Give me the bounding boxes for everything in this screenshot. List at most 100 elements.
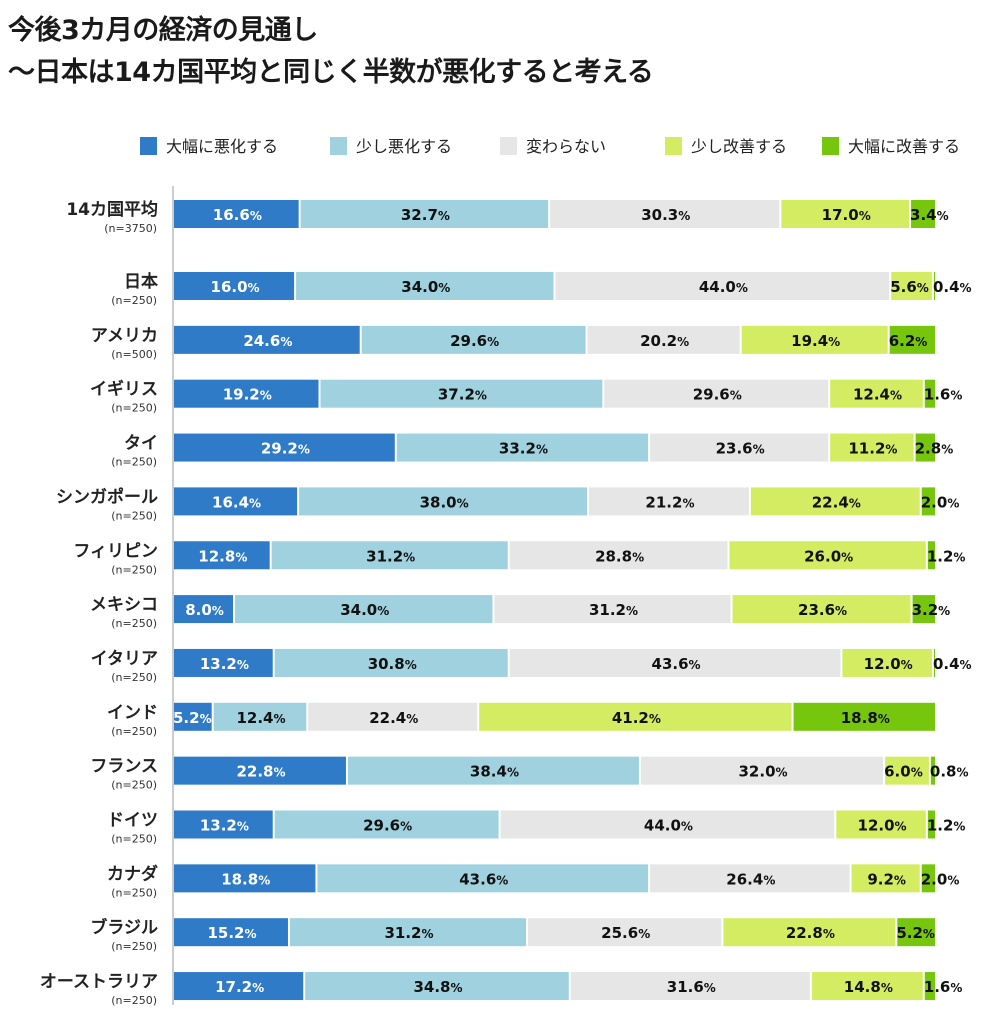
data-label: 29.6% [693,386,742,404]
bar-segment [299,487,588,516]
data-label: 20.2% [640,332,689,350]
data-label: 31.2% [589,601,638,619]
bar-segment [587,325,740,354]
bar-segment [174,648,273,677]
category-label: ブラジル [90,917,158,938]
data-label: 13.2% [200,655,249,673]
bar-segment [927,810,935,839]
bar-segment [289,918,527,947]
bar-segment [550,200,780,228]
data-label: 8.0% [185,601,224,619]
chart-subtitle: ～日本は14カ国平均と同じく半数が悪化すると考える [8,57,654,88]
data-label: 12.8% [198,547,247,565]
data-label: 22.4% [812,493,861,511]
legend-item: 大幅に改善する [822,137,960,156]
data-label: 1.6% [924,386,963,404]
bar-segment [924,972,935,1001]
data-label: 6.2% [889,332,928,350]
data-label: 22.8% [786,924,835,942]
data-label: 26.4% [726,870,775,888]
sample-size-label: (n=250) [111,671,157,684]
bar-segment [479,702,792,731]
bar-segment [174,487,298,516]
data-label: 19.2% [223,386,272,404]
bar-segment [271,541,508,570]
sample-size-label: (n=250) [111,294,157,307]
data-label: 16.0% [211,278,260,296]
sample-size-label: (n=250) [111,994,157,1007]
bar-segment [300,200,549,228]
bar-segment [174,864,316,893]
data-label: 24.6% [243,332,292,350]
legend-label: 大幅に悪化する [166,137,278,156]
bar-segment [912,595,935,624]
bar-segment [570,972,810,1001]
data-label: 23.6% [716,440,765,458]
bar-segment [889,325,935,354]
data-label: 17.2% [215,978,264,996]
bar-segment [830,433,914,462]
bar-segment [174,433,395,462]
bar-segment [851,864,920,893]
data-label: 16.6% [213,206,262,224]
bar-segment [891,272,932,300]
data-label: 41.2% [612,709,661,727]
bar-segment [921,487,935,516]
bar-segment [296,272,554,300]
data-label: 30.8% [368,655,417,673]
bar-segment [174,379,319,408]
bar-segment [494,595,731,624]
category-label: インド [107,703,158,723]
legend-label: 少し改善する [691,137,787,156]
bar-segment [305,972,569,1001]
bar-row: オーストラリア (n=250) 17.2% 34.8% 31.6% 14.8% 1.6% [40,972,962,1007]
bar-row: イタリア (n=250) 13.2% 30.8% 43.6% 12.0% 0.4% [91,648,972,684]
data-label: 43.6% [652,655,701,673]
sample-size-label: (n=250) [111,725,157,738]
data-label: 21.2% [645,493,694,511]
sample-size-label: (n=250) [111,886,157,899]
sample-size-label: (n=250) [111,456,157,469]
data-label: 15.2% [207,924,256,942]
data-label: 12.0% [858,817,907,835]
legend-swatch [665,137,682,155]
bar-row: ブラジル (n=250) 15.2% 31.2% 25.6% 22.8% 5.2% [90,917,935,953]
data-label: 19.4% [791,332,840,350]
data-label: 32.7% [401,206,450,224]
bar-segment [500,810,835,839]
bar-segment [842,648,932,677]
category-label: タイ [124,434,158,454]
bar-row: 日本 (n=250) 16.0% 34.0% 44.0% 5.6% 0.4% [111,271,971,307]
bar-segment [811,972,923,1001]
bar-segment [274,648,508,677]
bar-segment [213,702,307,731]
bar-segment [174,200,299,228]
sample-size-label: (n=250) [111,833,157,846]
data-label: 31.2% [366,547,415,565]
bar-segment [509,541,728,570]
data-label: 12.4% [853,386,902,404]
bar-segment [650,864,850,893]
bar-segment [174,702,212,731]
category-label: 日本 [124,271,158,292]
bar-segment [528,918,722,947]
sample-size-label: (n=250) [111,402,157,415]
category-label: カナダ [107,863,158,884]
bar-row: シンガポール (n=250) 16.4% 38.0% 21.2% 22.4% 2.0% [56,486,959,522]
data-label: 5.2% [896,924,935,942]
bar-segment [174,272,295,300]
data-label: 16.4% [212,493,261,511]
data-label: 22.8% [236,763,285,781]
legend-swatch [500,137,517,155]
data-label: 30.3% [641,206,690,224]
data-label: 5.6% [890,278,929,296]
bar-segment [317,864,649,893]
data-label: 31.6% [667,978,716,996]
bar-segment [885,756,929,785]
bar-segment [174,541,270,570]
data-label: 0.4% [933,278,972,296]
sample-size-label: (n=250) [111,617,157,630]
data-label: 6.0% [884,763,923,781]
data-label: 23.6% [798,601,847,619]
bar-segment [921,864,935,893]
